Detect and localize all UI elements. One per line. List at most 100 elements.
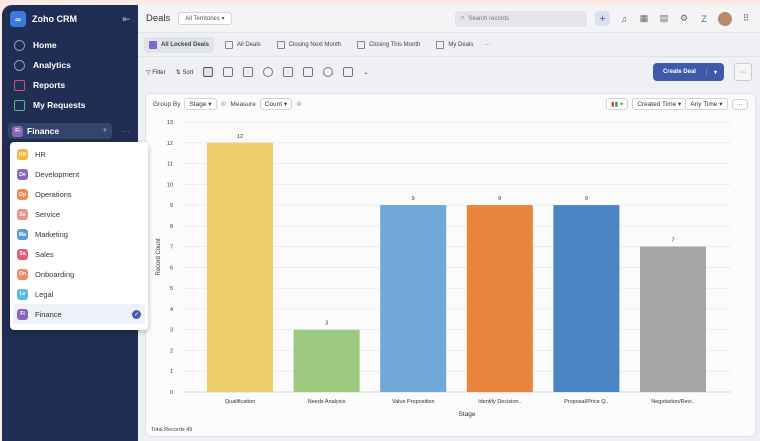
bar: [640, 246, 706, 392]
chart-type-dropdown[interactable]: ▮▮ ▾: [605, 98, 629, 110]
requests-icon: [14, 99, 25, 111]
y-tick-label: 1: [170, 369, 173, 375]
create-deal-button[interactable]: Create Deal ▾: [652, 63, 724, 81]
y-tick-label: 2: [170, 348, 173, 354]
sort-button[interactable]: ⇅ Sort: [176, 69, 194, 76]
reports-icon: [14, 79, 25, 91]
list-view-icon: [225, 40, 234, 49]
marketplace-icon[interactable]: ▤: [659, 13, 669, 23]
contact-view-icon[interactable]: [323, 67, 334, 77]
chart-controls: Group By Stage ▾ ⊗ Measure Count ▾ ⊗ ▮▮ …: [146, 94, 755, 110]
nav-label: Analytics: [33, 60, 71, 70]
tab-label: All Locked Deals: [161, 41, 210, 48]
create-deal-label: Create Deal: [662, 69, 696, 75]
x-tick-label: Needs Analysis: [308, 399, 346, 405]
calendar-view-icon[interactable]: [343, 67, 354, 77]
workspace-badge: Se: [17, 209, 28, 221]
data-label: 7: [671, 238, 674, 244]
nav-label: My Requests: [33, 100, 86, 110]
filter-label: Filter: [152, 69, 166, 76]
nav-analytics[interactable]: Analytics: [2, 55, 138, 75]
workspace-badge: Sa: [17, 248, 28, 260]
chart-more-button[interactable]: ···: [731, 98, 748, 110]
zia-icon[interactable]: Z: [701, 13, 707, 24]
workspace-menu-item[interactable]: Op Operations: [13, 185, 145, 205]
workspace-more-icon[interactable]: ···: [122, 126, 130, 136]
x-tick-label: Qualification: [225, 399, 255, 405]
tab-my-deals[interactable]: My Deals: [431, 37, 478, 53]
nav-reports[interactable]: Reports: [2, 75, 138, 95]
tab-all-deals[interactable]: All Deals: [220, 37, 266, 53]
sort-icon: ⇅: [175, 69, 181, 76]
bar-chart: 01234567891011121312Qualification3Needs …: [156, 120, 731, 418]
list-view-icon: [149, 40, 157, 49]
clear-group-by-icon[interactable]: ⊗: [220, 101, 227, 108]
nav-my-requests[interactable]: My Requests: [2, 95, 138, 115]
workspace-menu-item[interactable]: Ma Marketing: [13, 225, 145, 245]
workspace-menu-item[interactable]: On Onboarding: [13, 264, 145, 284]
data-label: 9: [498, 196, 501, 202]
workspace-menu-item[interactable]: Sa Sales: [13, 244, 145, 264]
group-by-value: Stage: [189, 101, 207, 108]
tab-label: Closing Next Month: [288, 41, 342, 48]
time-field-dropdown[interactable]: Created Time ▾: [632, 98, 687, 110]
main: Deals All Territories ▾ ⌕ Search records …: [138, 5, 760, 441]
more-views-chevron-icon[interactable]: ⌄: [363, 69, 369, 76]
bar: [207, 142, 273, 392]
y-axis-title: Record Count: [156, 238, 162, 275]
sheet-view-icon[interactable]: [283, 67, 294, 77]
nav-home[interactable]: Home: [2, 35, 138, 55]
timeline-view-icon[interactable]: [263, 67, 274, 77]
more-tabs-icon[interactable]: ···: [484, 41, 491, 48]
workspace-menu: HR HR De Development Op Operations Se Service Ma…: [10, 142, 148, 330]
workspace-name: Marketing: [35, 230, 68, 239]
gear-icon[interactable]: ⚙: [679, 13, 689, 23]
table-view-icon[interactable]: [243, 67, 254, 77]
workspace-label: Finance: [27, 126, 60, 136]
workspace-menu-item[interactable]: HR HR: [13, 145, 145, 165]
measure-label: Measure: [230, 100, 256, 108]
add-button[interactable]: +: [595, 11, 610, 26]
zoho-logo-icon: ∞: [10, 11, 26, 27]
measure-dropdown[interactable]: Count ▾: [259, 98, 293, 110]
bell-icon[interactable]: ♫: [620, 13, 628, 24]
workspace-switcher[interactable]: Fi Finance ▼: [8, 123, 112, 139]
app-window: ∞ Zoho CRM ⇤ Home Analytics Reports My Req…: [2, 5, 760, 441]
workspace-name: Development: [35, 170, 80, 180]
workspace-name: Service: [35, 210, 61, 220]
y-tick-label: 12: [167, 141, 173, 147]
caret-down-icon[interactable]: ▾: [705, 68, 724, 76]
data-label: 9: [412, 196, 415, 202]
territory-dropdown[interactable]: All Territories ▾: [178, 12, 232, 25]
search-input[interactable]: ⌕ Search records: [455, 10, 587, 27]
workspace-badge: De: [17, 169, 28, 181]
collapse-sidebar-icon[interactable]: ⇤: [122, 13, 130, 24]
workspace-badge: On: [17, 268, 28, 280]
tab-all-locked-deals[interactable]: All Locked Deals: [144, 36, 215, 53]
data-label: 9: [585, 196, 588, 202]
workspace-menu-item[interactable]: De Development: [13, 165, 145, 185]
workspace-name: HR: [35, 150, 46, 160]
top-bar: Deals All Territories ▾ ⌕ Search records …: [138, 5, 760, 33]
group-by-dropdown[interactable]: Stage ▾: [184, 98, 217, 110]
tab-closing-this-month[interactable]: Closing This Month: [352, 37, 425, 53]
kanban-view-icon[interactable]: [223, 67, 234, 77]
tab-closing-next-month[interactable]: Closing Next Month: [272, 37, 346, 53]
clear-measure-icon[interactable]: ⊗: [296, 101, 303, 108]
workspace-menu-item[interactable]: Se Service: [13, 205, 145, 225]
workspace-menu-item[interactable]: Fi Finance ✓: [13, 304, 145, 325]
time-range-dropdown[interactable]: Any Time ▾: [685, 98, 728, 110]
more-actions-button[interactable]: ···: [734, 63, 752, 81]
chart-panel: Group By Stage ▾ ⊗ Measure Count ▾ ⊗ ▮▮ …: [145, 93, 756, 437]
workspace-menu-item[interactable]: Le Legal: [13, 284, 145, 304]
y-tick-label: 0: [170, 390, 173, 396]
workspace-name: Legal: [35, 289, 54, 299]
apps-grid-icon[interactable]: ⠿: [742, 13, 750, 23]
avatar[interactable]: [718, 11, 732, 26]
chart-view-icon[interactable]: [303, 67, 314, 77]
list-view-icon[interactable]: [203, 67, 214, 77]
filter-button[interactable]: ▽ Filter: [146, 69, 166, 76]
workspace-name: Sales: [35, 249, 54, 259]
calendar-icon[interactable]: ▦: [639, 13, 649, 23]
x-tick-label: Negotiation/Revi..: [651, 399, 695, 405]
